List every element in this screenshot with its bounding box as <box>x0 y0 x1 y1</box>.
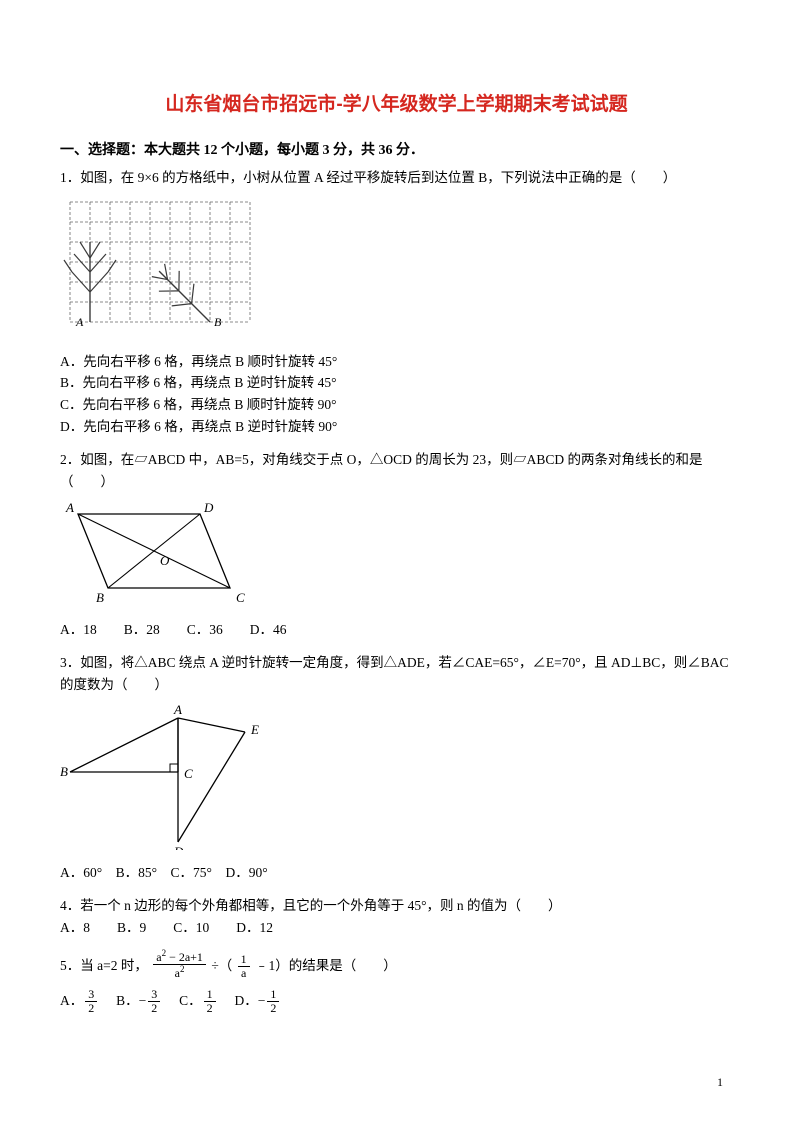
q4-text: 4．若一个 n 边形的每个外角都相等，且它的一个外角等于 45°，则 n 的值为… <box>60 895 733 917</box>
q1-opt-c: C．先向右平移 6 格，再绕点 B 顺时针旋转 90° <box>60 394 733 416</box>
question-3: 3．如图，将△ABC 绕点 A 逆时针旋转一定角度，得到△ADE，若∠CAE=6… <box>60 652 733 883</box>
question-2: 2．如图，在▱ABCD 中，AB=5，对角线交于点 O，△OCD 的周长为 23… <box>60 449 733 640</box>
section-heading: 一、选择题：本大题共 12 个小题，每小题 3 分，共 36 分． <box>60 140 733 162</box>
q5-opts: A．32 B．−32 C．12 D．−12 <box>60 988 733 1015</box>
page-number: 1 <box>717 1073 723 1092</box>
q1-opt-a: A．先向右平移 6 格，再绕点 B 顺时针旋转 45° <box>60 351 733 373</box>
svg-text:B: B <box>60 764 68 779</box>
q1-figure: AB <box>60 192 733 346</box>
svg-text:B: B <box>96 590 104 605</box>
q1-opt-d: D．先向右平移 6 格，再绕点 B 逆时针旋转 90° <box>60 416 733 438</box>
svg-text:A: A <box>173 702 182 717</box>
page-title: 山东省烟台市招远市-学八年级数学上学期期末考试试题 <box>60 90 733 120</box>
svg-text:D: D <box>203 500 214 515</box>
q5-mid: ÷（ <box>211 957 232 972</box>
q4-opts: A．8 B．9 C．10 D．12 <box>60 917 733 939</box>
q2-figure: A D B C O <box>60 496 733 614</box>
q5-prefix: 5．当 a=2 时， <box>60 957 148 972</box>
svg-text:A: A <box>65 500 74 515</box>
svg-text:C: C <box>184 766 193 781</box>
question-5: 5．当 a=2 时， a2 − 2a+1 a2 ÷（ 1 a ﹣1）的结果是（ … <box>60 951 733 1016</box>
q1-text: 1．如图，在 9×6 的方格纸中，小树从位置 A 经过平移旋转后到达位置 B，下… <box>60 167 733 189</box>
q5-text: 5．当 a=2 时， a2 − 2a+1 a2 ÷（ 1 a ﹣1）的结果是（ … <box>60 951 733 982</box>
svg-text:C: C <box>236 590 245 605</box>
q3-opts: A．60° B．85° C．75° D．90° <box>60 862 733 884</box>
q3-text: 3．如图，将△ABC 绕点 A 逆时针旋转一定角度，得到△ADE，若∠CAE=6… <box>60 652 733 695</box>
q1-opt-b: B．先向右平移 6 格，再绕点 B 逆时针旋转 45° <box>60 372 733 394</box>
q5-frac1: a2 − 2a+1 a2 <box>153 949 206 980</box>
svg-text:E: E <box>250 722 259 737</box>
q5-frac2: 1 a <box>238 953 250 980</box>
svg-text:A: A <box>75 315 84 329</box>
svg-text:B: B <box>214 315 222 329</box>
svg-text:O: O <box>160 553 170 568</box>
q2-text: 2．如图，在▱ABCD 中，AB=5，对角线交于点 O，△OCD 的周长为 23… <box>60 449 733 492</box>
question-1: 1．如图，在 9×6 的方格纸中，小树从位置 A 经过平移旋转后到达位置 B，下… <box>60 167 733 437</box>
q5-suffix: ﹣1）的结果是（ ） <box>255 957 397 972</box>
q3-figure: A B C D E <box>60 700 733 858</box>
svg-text:D: D <box>173 844 184 850</box>
q2-opts: A．18 B．28 C．36 D．46 <box>60 619 733 641</box>
question-4: 4．若一个 n 边形的每个外角都相等，且它的一个外角等于 45°，则 n 的值为… <box>60 895 733 938</box>
